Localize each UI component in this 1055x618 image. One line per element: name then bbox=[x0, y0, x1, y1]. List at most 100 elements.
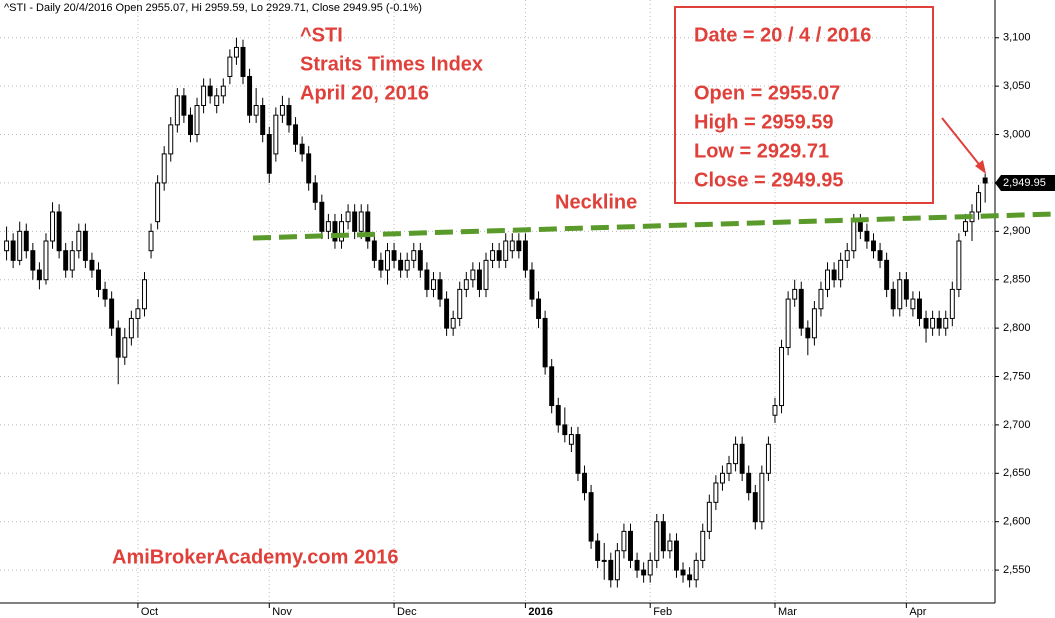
candle-body bbox=[483, 259, 489, 290]
info-line: Close = 2949.95 bbox=[694, 169, 844, 191]
candle-body bbox=[391, 250, 397, 261]
candle-body bbox=[871, 240, 876, 252]
candle-body bbox=[23, 230, 29, 252]
candle-body bbox=[43, 240, 49, 281]
candle-body bbox=[614, 550, 620, 581]
info-line: High = 2959.59 bbox=[694, 111, 834, 133]
candle-body bbox=[811, 308, 817, 339]
candle-body bbox=[220, 85, 226, 97]
candle-body bbox=[371, 240, 377, 261]
candle-body bbox=[608, 559, 614, 581]
x-tick-label: Feb bbox=[653, 606, 672, 618]
info-line: Date = 20 / 4 / 2016 bbox=[694, 24, 871, 46]
candle-body bbox=[936, 317, 942, 329]
candle-body bbox=[417, 250, 423, 271]
neckline bbox=[252, 211, 1055, 241]
annotation: ^STI bbox=[300, 24, 343, 46]
candle-body bbox=[536, 298, 542, 319]
candle-body bbox=[155, 182, 161, 223]
candle-body bbox=[10, 240, 16, 261]
candle-body bbox=[187, 114, 193, 136]
candle-body bbox=[759, 472, 765, 523]
candle-body bbox=[286, 105, 292, 126]
info-line: Open = 2955.07 bbox=[694, 82, 840, 104]
candle-body bbox=[851, 221, 857, 252]
x-tick-label: Dec bbox=[397, 606, 417, 618]
candle-body bbox=[69, 250, 75, 271]
candle-body bbox=[713, 482, 719, 503]
candle-body bbox=[115, 327, 121, 358]
candle-body bbox=[673, 540, 679, 571]
candle-body bbox=[174, 95, 180, 126]
candle-body bbox=[752, 492, 758, 523]
candle-body bbox=[450, 317, 456, 329]
candle-body bbox=[476, 269, 482, 290]
x-tick-label: Apr bbox=[909, 606, 926, 618]
candle-body bbox=[312, 182, 318, 203]
candle-body bbox=[660, 521, 666, 552]
candle-body bbox=[201, 85, 207, 107]
candle-body bbox=[233, 46, 239, 58]
candle-body bbox=[588, 492, 594, 542]
candle-body bbox=[897, 279, 903, 310]
candle-body bbox=[227, 56, 233, 77]
watermark: AmiBrokerAcademy.com 2016 bbox=[112, 546, 398, 568]
candle-body bbox=[161, 153, 167, 184]
y-tick-label: 3,100 bbox=[1003, 32, 1031, 44]
candle-body bbox=[785, 298, 791, 348]
candle-body bbox=[63, 250, 69, 271]
candle-body bbox=[647, 559, 653, 576]
candle-body bbox=[36, 269, 42, 281]
candle-body bbox=[411, 250, 417, 261]
candle-body bbox=[490, 250, 496, 261]
candle-body bbox=[621, 530, 627, 552]
candle-body bbox=[568, 434, 574, 445]
candle-body bbox=[319, 201, 325, 232]
candle-body bbox=[838, 259, 844, 281]
candle-body bbox=[654, 521, 660, 561]
arrow bbox=[941, 117, 983, 169]
candle-body bbox=[56, 211, 62, 252]
candle-body bbox=[194, 105, 200, 136]
candle-body bbox=[260, 105, 266, 136]
candle-body bbox=[982, 177, 988, 184]
candle-body bbox=[352, 211, 358, 232]
candle-body bbox=[884, 259, 890, 290]
y-tick-label: 3,050 bbox=[1003, 80, 1031, 92]
candle-body bbox=[877, 250, 883, 261]
candle-body bbox=[693, 559, 699, 581]
candle-body bbox=[240, 46, 246, 77]
candle-body bbox=[687, 574, 693, 581]
annotation: April 20, 2016 bbox=[300, 82, 429, 104]
candle-body bbox=[365, 211, 371, 242]
annotation: Straits Times Index bbox=[300, 53, 483, 75]
candle-body bbox=[299, 143, 305, 155]
candle-body bbox=[404, 259, 410, 271]
candle-body bbox=[667, 540, 673, 552]
y-tick-label: 2,750 bbox=[1003, 370, 1031, 382]
candle-body bbox=[595, 540, 601, 561]
candle-body bbox=[700, 530, 706, 561]
y-tick-label: 2,850 bbox=[1003, 274, 1031, 286]
y-tick-label: 2,900 bbox=[1003, 225, 1031, 237]
candle-body bbox=[628, 530, 633, 561]
candle-body bbox=[398, 259, 404, 271]
candle-body bbox=[444, 298, 450, 329]
candle-body bbox=[4, 240, 10, 252]
candle-body bbox=[634, 559, 640, 571]
candle-body bbox=[516, 240, 522, 252]
info-box bbox=[674, 6, 934, 204]
y-tick-label: 2,550 bbox=[1003, 564, 1031, 576]
y-tick-label: 2,600 bbox=[1003, 516, 1031, 528]
candle-body bbox=[680, 569, 686, 576]
candle-body bbox=[555, 405, 561, 426]
candle-body bbox=[325, 221, 331, 232]
candle-body bbox=[641, 569, 647, 576]
candle-body bbox=[463, 279, 469, 290]
candle-body bbox=[503, 240, 509, 261]
candle-body bbox=[779, 346, 785, 407]
candle-body bbox=[253, 105, 259, 116]
candle-body bbox=[549, 366, 555, 407]
candle-body bbox=[976, 192, 982, 213]
candle-body bbox=[168, 124, 174, 155]
